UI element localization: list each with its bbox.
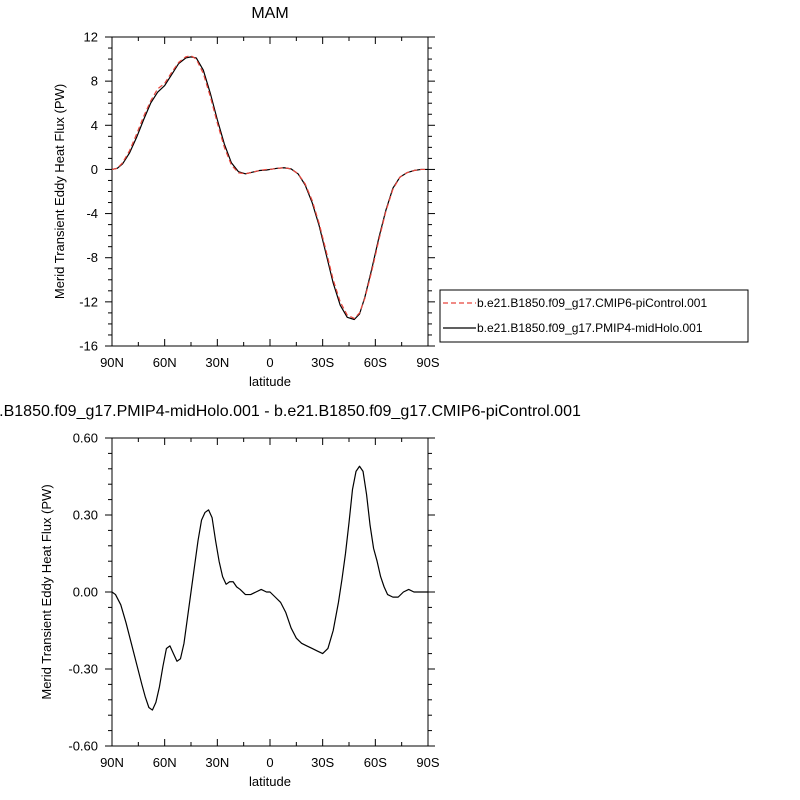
y-tick-label: -8 <box>86 250 98 265</box>
x-tick-label: 60S <box>364 355 387 370</box>
y-tick-label: 8 <box>91 74 98 89</box>
x-tick-label: 30N <box>205 355 229 370</box>
x-tick-label: 30S <box>311 755 334 770</box>
y-tick-label: 0.00 <box>73 585 98 600</box>
chart-title: b.e21.B1850.f09_g17.PMIP4-midHolo.001 - … <box>0 403 581 420</box>
x-tick-label: 30N <box>205 755 229 770</box>
y-axis-label: Merid Transient Eddy Heat Flux (PW) <box>52 84 67 299</box>
y-tick-label: 12 <box>84 30 98 45</box>
y-tick-label: -0.30 <box>68 662 98 677</box>
x-axis-label: latitude <box>249 374 291 389</box>
top-panel-mam: MAM 90N 60N 30N 0 30S 60S 90S 12 8 4 0 -4 -8 -12 -16 lat… <box>52 5 749 389</box>
x-tick-label: 90N <box>100 355 124 370</box>
series-line-1 <box>111 56 428 321</box>
chart-title: MAM <box>251 5 288 22</box>
y-tick-label: -12 <box>79 294 98 309</box>
y-tick-label: 0.60 <box>73 431 98 446</box>
y-tick-label: -4 <box>86 206 98 221</box>
x-axis-label: latitude <box>249 774 291 789</box>
x-tick-label: 90S <box>416 755 439 770</box>
x-tick-label: 0 <box>266 755 273 770</box>
x-tick-label: 60N <box>153 355 177 370</box>
y-tick-label: 0 <box>91 162 98 177</box>
series-line-0 <box>111 465 428 711</box>
x-tick-label: 30S <box>311 355 334 370</box>
y-axis-label: Merid Transient Eddy Heat Flux (PW) <box>39 484 54 699</box>
x-tick-label: 60N <box>153 755 177 770</box>
x-tick-label: 90S <box>416 355 439 370</box>
legend-entry: b.e21.B1850.f09_g17.CMIP6-piControl.001 <box>477 296 707 310</box>
x-tick-label: 0 <box>266 355 273 370</box>
legend-entry: b.e21.B1850.f09_g17.PMIP4-midHolo.001 <box>477 321 703 335</box>
x-tick-label: 60S <box>364 755 387 770</box>
legend-box <box>439 289 749 343</box>
y-tick-label: 0.30 <box>73 508 98 523</box>
y-tick-label: -0.60 <box>68 739 98 754</box>
x-tick-label: 90N <box>100 755 124 770</box>
y-tick-label: 4 <box>91 118 98 133</box>
series-line-0 <box>111 55 428 320</box>
bottom-panel-difference: b.e21.B1850.f09_g17.PMIP4-midHolo.001 - … <box>0 403 581 789</box>
y-tick-label: -16 <box>79 339 98 354</box>
plot-frame <box>111 36 429 347</box>
